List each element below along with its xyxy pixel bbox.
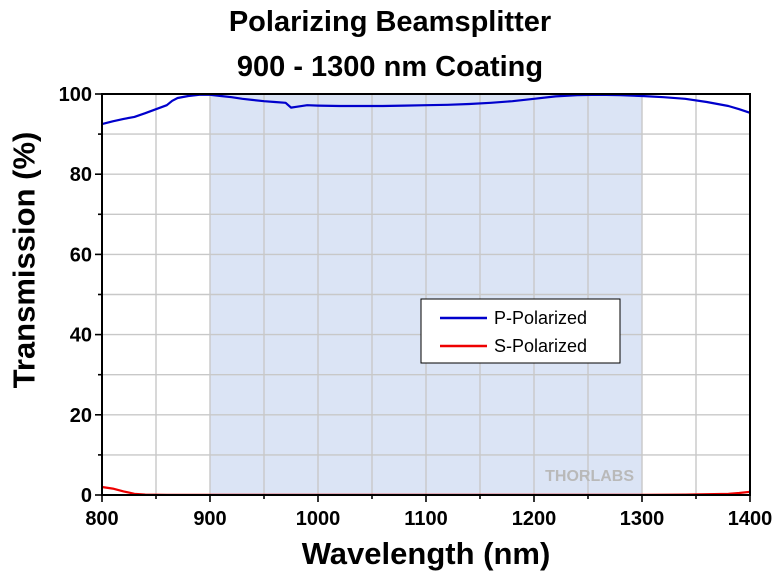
chart-title: Polarizing Beamsplitter [228,6,552,38]
x-tick-label: 1300 [620,508,665,530]
chart-subtitle: 900 - 1300 nm Coating [236,51,544,83]
y-tick-label: 80 [70,164,92,186]
legend-label: P-Polarized [494,308,587,328]
x-tick-label: 1400 [728,508,773,530]
x-tick-label: 800 [85,508,118,530]
y-axis-label: Transmission (%) [6,131,42,389]
x-axis-label: Wavelength (nm) [301,536,551,571]
series-line-p-polarized [101,93,751,126]
plot-frame [101,93,751,496]
y-tick-label: 100 [59,84,92,106]
x-tick-label: 900 [193,508,226,530]
x-tick-label: 1000 [296,508,341,530]
x-tick-label: 1100 [404,508,447,530]
y-tick-label: 60 [70,244,92,266]
y-tick-label: 20 [70,405,92,427]
y-tick-label: 0 [81,485,92,507]
x-tick-label: 1200 [512,508,557,530]
y-tick-label: 40 [70,325,92,347]
thorlabs-watermark: THORLABS [545,468,634,485]
legend-box [420,298,621,364]
legend-label: S-Polarized [494,336,587,356]
